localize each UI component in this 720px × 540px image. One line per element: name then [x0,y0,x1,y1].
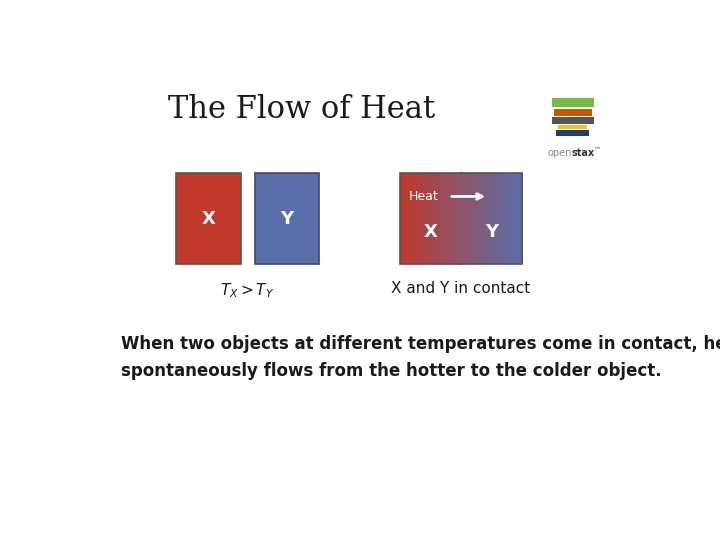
Text: The Flow of Heat: The Flow of Heat [168,94,436,125]
Bar [255,173,319,265]
Bar [176,173,240,265]
Text: spontaneously flows from the hotter to the colder object.: spontaneously flows from the hotter to t… [121,362,661,380]
Bar [558,125,588,129]
Text: When two objects at different temperatures come in contact, heat: When two objects at different temperatur… [121,335,720,353]
Bar [552,98,593,107]
Text: X and Y in contact: X and Y in contact [392,281,531,296]
Text: ™: ™ [594,146,601,152]
Text: $T_X > T_Y$: $T_X > T_Y$ [220,281,275,300]
Text: Y: Y [485,224,498,241]
Bar [400,173,523,265]
Bar [552,117,593,124]
Bar [554,109,592,116]
Text: stax: stax [572,148,595,158]
Text: X: X [423,224,437,241]
Bar [556,131,590,136]
Text: Y: Y [280,210,293,228]
Text: open: open [547,148,572,158]
Text: Heat: Heat [408,190,438,203]
Text: X: X [202,210,215,228]
